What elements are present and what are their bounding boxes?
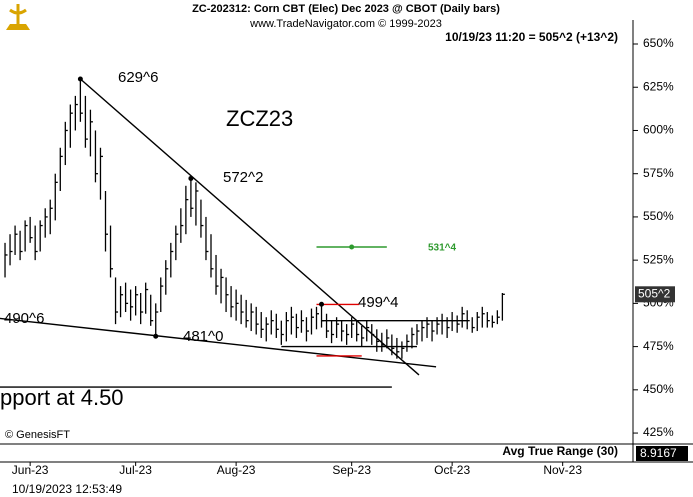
y-tick-label: 450% [643, 382, 674, 396]
x-tick-label: Sep-23 [332, 463, 371, 477]
pivot-dot [319, 301, 325, 307]
subtitle: www.TradeNavigator.com © 1999-2023 [249, 18, 442, 30]
y-tick-label: 475% [643, 339, 674, 353]
annotation: 481^0 [183, 328, 223, 345]
x-tick-label: Jun-23 [12, 463, 49, 477]
x-tick-label: Nov-23 [543, 463, 582, 477]
last-price-box [635, 286, 675, 303]
annotation: 499^4 [358, 294, 398, 311]
y-tick-label: 550% [643, 209, 674, 223]
level-dot [349, 244, 355, 250]
x-tick-label: Aug-23 [217, 463, 256, 477]
chart-title: ZC-202312: Corn CBT (Elec) Dec 2023 @ CB… [192, 3, 500, 15]
quote: 10/19/23 11:20 = 505^2 (+13^2) [445, 30, 618, 44]
y-tick-label: 425% [643, 425, 674, 439]
pivot-dot [188, 175, 194, 181]
annotation: 629^6 [118, 69, 158, 86]
y-tick-label: 650% [643, 36, 674, 50]
y-tick-label: 625% [643, 79, 674, 93]
pivot-dot [77, 76, 83, 82]
timestamp: 10/19/2023 12:53:49 [12, 482, 122, 496]
indicator-label: Avg True Range (30) [502, 444, 618, 458]
annotation: 531^4 [428, 243, 457, 254]
pivot-dot [153, 333, 159, 339]
x-tick-label: Oct-23 [434, 463, 470, 477]
x-tick-label: Jul-23 [119, 463, 152, 477]
trendline [0, 317, 437, 368]
annotation: 572^2 [223, 169, 263, 186]
y-tick-label: 600% [643, 123, 674, 137]
y-tick-label: 525% [643, 252, 674, 266]
annotation: pport at 4.50 [0, 385, 124, 410]
indicator-value: 8.9167 [640, 446, 677, 460]
trendline [79, 78, 420, 376]
logo [6, 4, 30, 30]
copyright: © GenesisFT [5, 429, 70, 441]
y-tick-label: 575% [643, 166, 674, 180]
symbol-label: ZCZ23 [226, 106, 293, 131]
indicator-box [636, 446, 688, 461]
last-price-label: 505^2 [638, 286, 671, 300]
annotation: 490^6 [4, 310, 44, 327]
